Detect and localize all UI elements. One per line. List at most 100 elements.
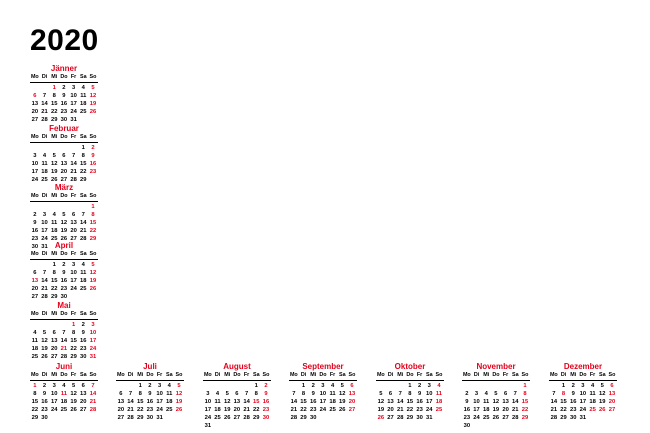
day-cell: 23 xyxy=(80,345,87,352)
day-cell: 21 xyxy=(127,406,134,413)
day-cell: 19 xyxy=(89,277,97,284)
day-cell: 18 xyxy=(435,398,443,405)
week-row: 16 17 18 19 20 21 22 xyxy=(462,406,530,414)
day-cell: 9 xyxy=(33,219,37,226)
weekday-label: Mo xyxy=(30,74,39,80)
week-row: 13 14 15 16 17 18 19 xyxy=(116,398,184,406)
day-cell: 15 xyxy=(521,398,529,405)
day-cell: 15 xyxy=(560,398,567,405)
day-cell: 1 xyxy=(523,382,527,389)
week-row: 31 xyxy=(203,422,271,430)
weekday-label: Sa xyxy=(165,372,173,378)
week-row: 30 xyxy=(462,422,530,430)
day-cell: 1 xyxy=(408,382,412,389)
day-cell: 27 xyxy=(233,414,241,421)
week-row: 22 23 24 25 26 27 28 xyxy=(30,406,98,414)
weekday-label: Mi xyxy=(483,372,490,378)
day-cell: 2 xyxy=(62,261,66,268)
day-cell: 9 xyxy=(81,329,85,336)
day-cell: 23 xyxy=(146,406,154,413)
day-cell: 5 xyxy=(340,382,344,389)
day-cell: 24 xyxy=(70,285,77,292)
day-cell: 4 xyxy=(437,382,441,389)
day-cell: 2 xyxy=(62,84,66,91)
day-cell: 27 xyxy=(50,353,58,360)
day-cell: 23 xyxy=(89,168,97,175)
empty-cell xyxy=(69,203,79,211)
day-cell: 8 xyxy=(408,390,412,397)
day-cell: 30 xyxy=(31,243,39,250)
day-cell: 19 xyxy=(41,345,48,352)
empty-cell xyxy=(289,382,299,390)
day-cell: 9 xyxy=(42,390,47,397)
day-cell: 11 xyxy=(329,390,336,397)
week-row: 10 11 12 13 14 15 16 xyxy=(30,160,98,168)
day-cell: 19 xyxy=(89,100,97,107)
weekday-label: Mo xyxy=(30,251,39,257)
week-row: 28 29 30 31 xyxy=(549,414,617,422)
week-row: 29 30 xyxy=(30,414,98,422)
weekday-header: Mo Di Mi Do Fr Sa So xyxy=(30,372,98,381)
day-cell: 15 xyxy=(136,398,144,405)
day-cell: 22 xyxy=(31,406,39,413)
month-name: Mai xyxy=(57,301,71,310)
day-cell: 17 xyxy=(70,100,77,107)
day-cell: 6 xyxy=(610,382,614,389)
day-cell: 6 xyxy=(119,390,123,397)
day-cell: 13 xyxy=(31,277,39,284)
month-name: August xyxy=(223,362,251,371)
day-cell: 25 xyxy=(31,353,39,360)
day-cell: 17 xyxy=(31,168,39,175)
month-grid: Mo Di Mi Do Fr Sa So 1 2 3 4 5 6 7 8 9 10 11 12 13 14 15 16 17 1… xyxy=(30,372,98,422)
weekday-label: So xyxy=(608,372,616,378)
month-name: Jänner xyxy=(50,64,78,73)
week-row: 20 21 22 23 24 25 26 xyxy=(30,285,98,293)
day-cell: 2 xyxy=(417,382,422,389)
day-cell: 3 xyxy=(581,382,585,389)
weekday-label: Mi xyxy=(137,372,144,378)
day-cell: 22 xyxy=(406,406,414,413)
weekday-label: So xyxy=(521,372,529,378)
day-cell: 14 xyxy=(396,398,404,405)
empty-cell xyxy=(376,382,386,390)
weekday-header: Mo Di Mi Do Fr Sa So xyxy=(462,372,530,381)
weekday-label: Mo xyxy=(462,372,471,378)
day-cell: 18 xyxy=(329,398,336,405)
day-cell: 21 xyxy=(80,227,87,234)
day-cell: 15 xyxy=(253,398,260,405)
weekday-label: Do xyxy=(319,372,327,378)
empty-cell xyxy=(40,321,50,329)
week-row: 20 21 22 23 24 25 26 xyxy=(30,108,98,116)
weekday-header: Mo Di Mi Do Fr Sa So xyxy=(289,372,357,381)
day-cell: 29 xyxy=(136,414,144,421)
weekday-label: Di xyxy=(41,74,48,80)
day-cell: 5 xyxy=(42,329,47,336)
day-cell: 7 xyxy=(81,211,85,218)
day-cell: 6 xyxy=(33,92,37,99)
day-cell: 23 xyxy=(262,406,270,413)
day-cell: 29 xyxy=(80,176,87,183)
day-cell: 1 xyxy=(52,84,56,91)
weekday-label: Mi xyxy=(397,372,404,378)
weekday-header: Mo Di Mi Do Fr Sa So xyxy=(376,372,444,381)
day-cell: 28 xyxy=(60,353,68,360)
day-cell: 26 xyxy=(41,353,48,360)
day-cell: 19 xyxy=(60,227,68,234)
day-cell: 13 xyxy=(70,219,77,226)
day-cell: 30 xyxy=(309,414,317,421)
day-cell: 11 xyxy=(31,337,38,344)
weekday-label: Mo xyxy=(203,372,212,378)
weekday-label: Do xyxy=(406,372,414,378)
day-cell: 11 xyxy=(214,398,221,405)
day-cell: 24 xyxy=(204,414,212,421)
day-cell: 3 xyxy=(52,382,56,389)
month-grid: Mo Di Mi Do Fr Sa So 1 2 3 4 5 6 7 8 9 10 11 12 13 14 15 16 17 1… xyxy=(376,372,444,422)
day-cell: 27 xyxy=(60,176,68,183)
day-cell: 20 xyxy=(608,398,616,405)
weekday-label: Di xyxy=(387,372,394,378)
day-cell: 13 xyxy=(80,390,87,397)
day-cell: 11 xyxy=(483,398,490,405)
month-name: September xyxy=(302,362,344,371)
day-cell: 10 xyxy=(70,92,77,99)
